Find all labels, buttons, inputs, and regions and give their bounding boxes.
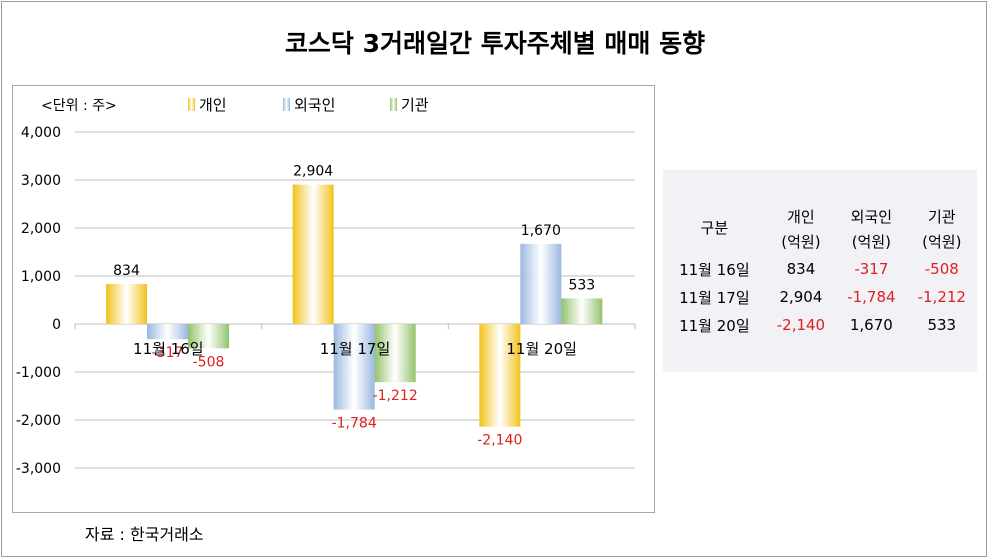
bar-외국인-0	[147, 324, 188, 340]
table-cell: -317	[854, 260, 889, 278]
table-cell: 1,670	[849, 316, 893, 334]
bar-기관-1	[374, 324, 416, 383]
table-header-individual: 개인	[787, 208, 815, 226]
page-title: 코스닥 3거래일간 투자주체별 매매 동향	[284, 29, 706, 58]
table-cell-date: 11월 16일	[679, 260, 750, 279]
table-header-foreign: 외국인	[850, 208, 893, 226]
table-cell: 834	[786, 260, 816, 278]
y-tick-label: 1,000	[21, 269, 61, 285]
table-header-category: 구분	[700, 219, 729, 237]
data-label: -1,784	[332, 416, 377, 432]
y-tick-label: -1,000	[16, 365, 61, 381]
y-tick-label: 4,000	[21, 125, 61, 141]
data-label: -2,140	[477, 433, 522, 449]
legend-swatch-개인	[188, 98, 195, 111]
table-cell: 2,904	[779, 288, 823, 306]
legend-label: 외국인	[294, 96, 335, 114]
table-row: 11월 16일 834 -317 -508	[663, 255, 977, 283]
table-cell: 533	[927, 316, 957, 334]
table-cell: -2,140	[776, 316, 826, 334]
bar-외국인-2	[520, 243, 562, 324]
data-label: 533	[568, 277, 595, 293]
y-tick-label: -3,000	[16, 461, 61, 477]
data-label: 834	[113, 263, 140, 279]
table-cell: -1,212	[917, 288, 966, 306]
data-label: 2,904	[293, 164, 333, 180]
bar-기관-2	[561, 298, 603, 324]
table-unit-institution: (억원)	[922, 232, 962, 251]
table-row: 11월 17일 2,904 -1,784 -1,212	[663, 283, 977, 311]
y-tick-label: 0	[52, 317, 61, 333]
table-unit-foreign: (억원)	[851, 232, 891, 251]
y-tick-label: 3,000	[21, 173, 61, 189]
legend-label: 개인	[199, 96, 227, 114]
chart-panel: 4,000 3,000 2,000 1,000 0 -1,000 -2,000 -3,000 8…	[12, 85, 655, 513]
table-cell-date: 11월 17일	[679, 288, 750, 307]
y-tick-label: -2,000	[16, 413, 61, 429]
table-unit-individual: (억원)	[781, 232, 821, 251]
legend-swatch-기관	[390, 98, 397, 111]
summary-table: 구분 개인 외국인 기관 (억원) (억원) (억원) 11월 16일 834 …	[663, 170, 977, 372]
bar-외국인-1	[333, 324, 375, 410]
legend-label: 기관	[401, 96, 429, 114]
bar-chart: 4,000 3,000 2,000 1,000 0 -1,000 -2,000 -3,000 8…	[16, 96, 636, 477]
table-row: 11월 20일 -2,140 1,670 533	[663, 311, 977, 339]
x-category-label: 11월 16일	[133, 340, 204, 358]
table-header-institution: 기관	[927, 208, 956, 226]
table-cell: -508	[924, 260, 959, 278]
bar-개인-2	[479, 324, 521, 427]
data-label: -317	[152, 345, 184, 361]
table-cell: -1,784	[847, 288, 896, 306]
bar-개인-0	[106, 283, 147, 324]
y-tick-label: 2,000	[21, 221, 61, 237]
data-label: -1,212	[373, 388, 418, 404]
x-category-label: 11월 20일	[506, 340, 577, 358]
bar-개인-1	[292, 184, 334, 324]
x-category-label: 11월 17일	[320, 340, 391, 358]
source-note: 자료 : 한국거래소	[85, 525, 204, 544]
table-cell-date: 11월 20일	[679, 316, 750, 335]
legend-swatch-외국인	[283, 98, 290, 111]
bar-기관-0	[188, 324, 229, 349]
data-label: -508	[193, 354, 225, 370]
data-label: 1,670	[521, 223, 561, 239]
unit-label: <단위 : 주>	[41, 98, 117, 114]
